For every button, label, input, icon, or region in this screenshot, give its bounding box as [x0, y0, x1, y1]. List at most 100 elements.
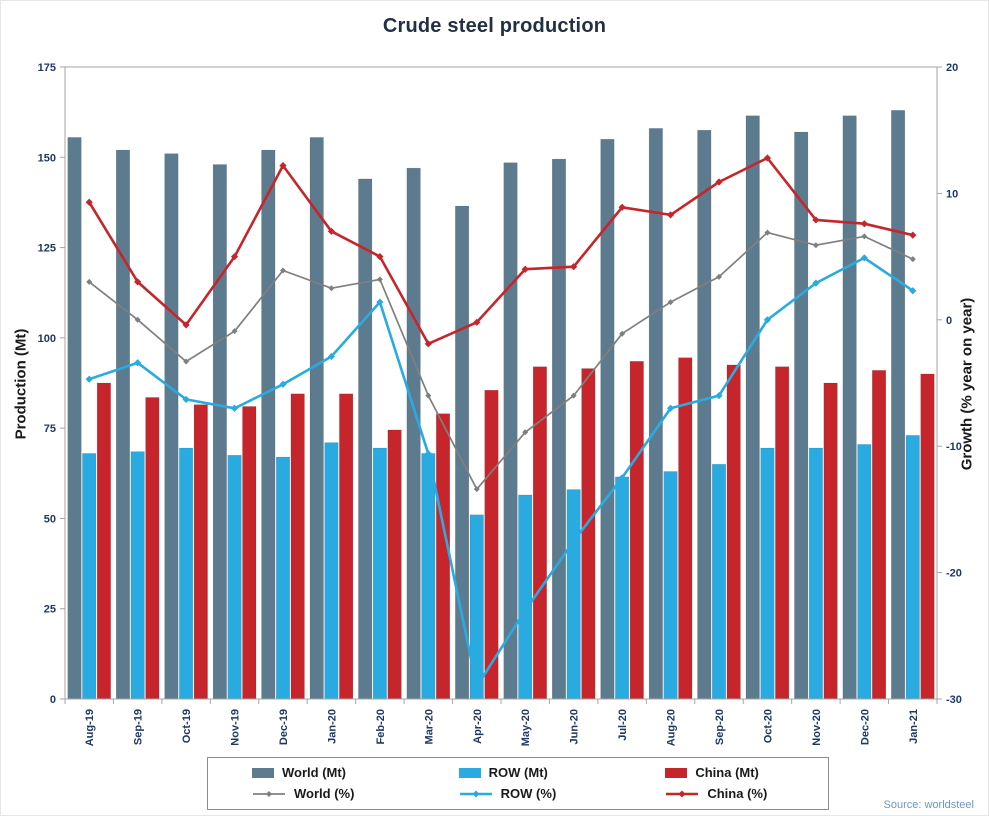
bar-row-mt [227, 454, 242, 700]
x-tick-label: Mar-20 [423, 709, 435, 744]
right-tick-label: 0 [946, 315, 952, 327]
marker-world [328, 285, 335, 292]
legend-row: World (%) ROW (%) China (%) [208, 783, 828, 804]
marker-row [134, 359, 142, 367]
x-tick-label: Jun-20 [569, 709, 581, 744]
marker-china [134, 278, 142, 286]
x-tick-label: Jul-20 [617, 709, 629, 741]
series-world [86, 229, 916, 493]
bar-world-mt [406, 167, 421, 700]
legend-bar-swatch [458, 767, 481, 778]
x-tick-label: Jan-20 [326, 709, 338, 744]
marker-china [812, 216, 820, 224]
x-tick-label: Oct-19 [181, 709, 193, 743]
marker-world [376, 276, 383, 283]
marker-world [667, 299, 674, 306]
bar-china-mt [484, 389, 499, 700]
legend-label: ROW (%) [500, 786, 557, 801]
legend-item-world-mt: World (Mt) [208, 762, 415, 783]
marker-row [327, 352, 336, 361]
bar-world-mt [503, 162, 518, 700]
bar-china-mt [242, 406, 257, 700]
bar-row-mt [760, 447, 775, 700]
marker-china [521, 265, 529, 273]
bar-world-mt [794, 131, 809, 700]
bar-china-mt [726, 364, 741, 700]
marker-row [279, 380, 287, 388]
bar-china-mt [290, 393, 305, 700]
marker-row [230, 404, 239, 412]
bar-world-mt [891, 110, 906, 700]
marker-row [473, 682, 481, 690]
legend: World (Mt) ROW (Mt) China (Mt) World (%) ROW… [207, 757, 829, 810]
bar-world-mt [261, 149, 276, 700]
bar-row-mt [421, 453, 436, 700]
marker-china [473, 318, 481, 326]
bar-china-mt [436, 413, 451, 700]
x-tick-label: Jan-21 [908, 709, 920, 744]
bar-row-mt [905, 435, 920, 700]
legend-item-china-mt: China (Mt) [621, 762, 828, 783]
x-tick-label: Nov-19 [230, 709, 242, 746]
legend-bar-swatch [665, 767, 688, 778]
x-tick-label: Dec-19 [278, 709, 290, 745]
marker-china [618, 203, 626, 211]
marker-world [909, 256, 916, 263]
legend-bar-swatch [252, 767, 274, 778]
bar-row-mt [712, 464, 726, 700]
chart-title: Crude steel production [382, 15, 607, 37]
bar-row-mt [179, 447, 194, 700]
right-tick-label: -20 [946, 568, 962, 580]
bar-row-mt [615, 476, 630, 700]
bar-china-mt [193, 404, 208, 700]
line-world [88, 231, 914, 491]
bar-china-mt [872, 370, 887, 700]
bar-world-mt [309, 137, 324, 700]
legend-label: ROW (Mt) [488, 765, 548, 780]
left-tick-label: 50 [44, 513, 56, 525]
legend-label: World (%) [294, 786, 355, 801]
marker-world [473, 486, 480, 493]
legend-item-china: China (%) [621, 783, 828, 804]
marker-world [716, 273, 722, 280]
x-tick-label: Aug-19 [84, 709, 96, 746]
legend-line-swatch [666, 790, 699, 797]
source-note: Source: worldsteel [883, 799, 975, 811]
right-tick-label: -30 [946, 694, 962, 706]
x-tick-label: Nov-20 [811, 709, 823, 746]
bar-world-mt [212, 164, 227, 700]
marker-china [230, 253, 239, 261]
marker-china [327, 227, 336, 235]
bar-row-mt [566, 489, 581, 700]
x-tick-label: Oct-20 [762, 709, 774, 743]
marker-row [763, 316, 772, 324]
bar-row-mt [518, 494, 533, 700]
legend-line-swatch [253, 790, 285, 797]
bar-row-mt [857, 444, 872, 700]
left-tick-label: 75 [44, 423, 56, 435]
marker-world [231, 328, 238, 335]
bar-world-mt [697, 129, 712, 700]
marker-row [812, 279, 820, 287]
left-tick-label: 150 [38, 152, 56, 164]
x-tick-label: Sep-20 [714, 709, 726, 745]
marker-china [279, 161, 287, 170]
marker-world [812, 242, 819, 249]
bar-row-mt [130, 451, 145, 700]
marker-row [618, 474, 626, 482]
marker-row [424, 450, 432, 458]
marker-world [280, 267, 286, 274]
marker-row [715, 392, 723, 400]
right-tick-label: -10 [946, 441, 962, 453]
bar-china-mt [678, 357, 693, 700]
bar-row-mt [663, 471, 678, 700]
bar-row-mt [276, 456, 290, 700]
bar-world-mt [600, 138, 615, 700]
series-china [85, 154, 917, 348]
marker-world [522, 429, 529, 436]
left-tick-label: 125 [38, 243, 56, 255]
legend-item-row-mt: ROW (Mt) [415, 762, 622, 783]
marker-china [376, 253, 384, 261]
marker-world [183, 358, 190, 365]
